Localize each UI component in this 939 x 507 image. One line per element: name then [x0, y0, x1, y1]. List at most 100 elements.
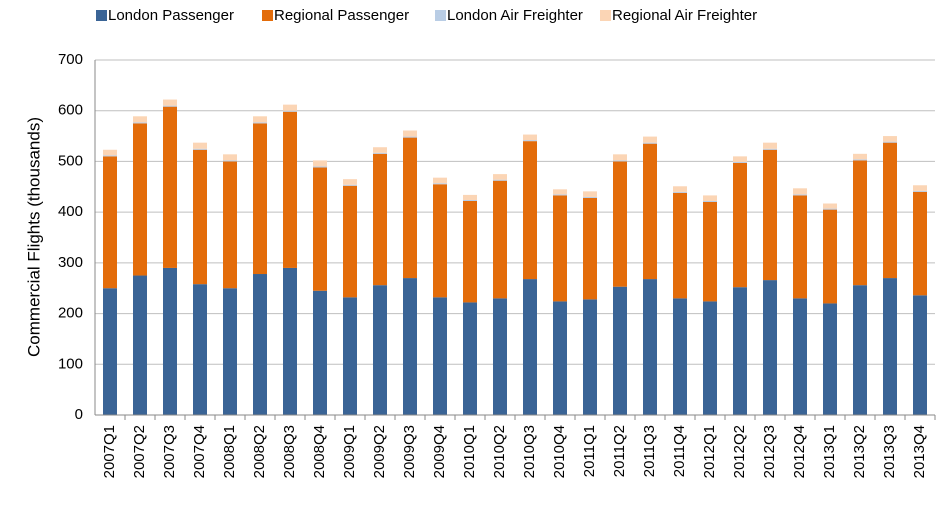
bar-segment: [103, 288, 117, 415]
bar-segment: [223, 160, 237, 162]
bar-segment: [313, 166, 327, 168]
bar-segment: [553, 194, 567, 196]
bar-segment: [343, 184, 357, 186]
bar-segment: [133, 116, 147, 123]
bar-segment: [403, 278, 417, 415]
bar-segment: [253, 116, 267, 123]
bar-segment: [223, 154, 237, 161]
x-tick-label: 2009Q2: [371, 425, 388, 478]
bar-segment: [793, 194, 807, 196]
bar-segment: [463, 194, 477, 200]
bar-segment: [193, 149, 207, 285]
bar-segment: [463, 199, 477, 201]
bar-segment: [913, 185, 927, 191]
x-tick-label: 2010Q1: [461, 425, 478, 478]
bar-segment: [283, 110, 297, 112]
bar-segment: [793, 298, 807, 415]
bar-segment: [253, 274, 267, 415]
bar-segment: [523, 140, 537, 142]
bar-segment: [673, 191, 687, 193]
x-tick-label: 2012Q1: [701, 425, 718, 478]
y-tick-label: 400: [58, 203, 83, 220]
bar-segment: [913, 295, 927, 415]
bar-segment: [463, 302, 477, 415]
bar-segment: [613, 161, 627, 287]
y-tick-label: 0: [75, 406, 83, 423]
bar-segment: [613, 286, 627, 415]
bar-segment: [523, 279, 537, 415]
y-tick-label: 600: [58, 102, 83, 119]
bar-segment: [133, 123, 147, 276]
bar-segment: [283, 111, 297, 268]
bar-segment: [433, 177, 447, 184]
bar-segment: [823, 203, 837, 209]
bar-segment: [613, 154, 627, 161]
bar-segment: [823, 303, 837, 415]
bar-segment: [703, 195, 717, 201]
bar-segment: [283, 267, 297, 415]
bar-segment: [823, 208, 837, 210]
bar-segment: [253, 123, 267, 275]
bar-segment: [643, 136, 657, 143]
bar-segment: [853, 285, 867, 415]
x-tick-label: 2010Q3: [521, 425, 538, 478]
x-tick-label: 2012Q4: [791, 425, 808, 478]
x-tick-label: 2013Q2: [851, 425, 868, 478]
bar-segment: [793, 195, 807, 299]
bar-segment: [463, 200, 477, 303]
bar-segment: [883, 141, 897, 143]
bar-segment: [313, 167, 327, 291]
legend-label: London Passenger: [108, 7, 234, 24]
bar-segment: [343, 297, 357, 415]
bar-segment: [493, 180, 507, 299]
x-tick-label: 2011Q2: [611, 425, 628, 477]
x-tick-label: 2007Q3: [161, 425, 178, 478]
legend-swatch: [435, 10, 446, 21]
legend-swatch: [600, 10, 611, 21]
bar-segment: [433, 183, 447, 185]
x-tick-label: 2009Q4: [431, 425, 448, 478]
bar-segment: [553, 189, 567, 195]
y-tick-label: 700: [58, 51, 83, 68]
bar-segment: [403, 136, 417, 138]
x-tick-label: 2008Q3: [281, 425, 298, 478]
bar-segment: [373, 153, 387, 286]
bar-segment: [253, 122, 267, 124]
bar-segment: [193, 148, 207, 150]
y-tick-label: 100: [58, 355, 83, 372]
legend-swatch: [262, 10, 273, 21]
bar-segment: [733, 161, 747, 163]
bar-segment: [283, 104, 297, 111]
bar-segment: [163, 105, 177, 107]
bar-segment: [763, 142, 777, 149]
x-tick-label: 2011Q3: [641, 425, 658, 477]
bar-segment: [313, 160, 327, 167]
x-tick-label: 2013Q3: [881, 425, 898, 478]
x-tick-label: 2009Q1: [341, 425, 358, 478]
bar-segment: [853, 160, 867, 286]
bar-segment: [673, 192, 687, 299]
bar-segment: [733, 162, 747, 288]
bar-segment: [433, 297, 447, 415]
bar-segment: [823, 209, 837, 304]
y-tick-label: 500: [58, 152, 83, 169]
bar-segment: [673, 186, 687, 192]
bar-segment: [193, 284, 207, 415]
bar-segment: [373, 285, 387, 415]
bar-segment: [373, 152, 387, 154]
bar-segment: [493, 298, 507, 415]
legend-label: London Air Freighter: [447, 7, 583, 24]
bar-segment: [133, 275, 147, 415]
bar-segment: [703, 301, 717, 415]
bar-segment: [583, 191, 597, 197]
bar-segment: [733, 156, 747, 162]
bar-segment: [163, 106, 177, 268]
x-tick-label: 2009Q3: [401, 425, 418, 478]
bar-segment: [913, 191, 927, 296]
y-tick-label: 300: [58, 254, 83, 271]
bar-segment: [493, 174, 507, 180]
y-tick-label: 200: [58, 305, 83, 322]
bar-segment: [403, 130, 417, 137]
x-tick-label: 2010Q2: [491, 425, 508, 478]
